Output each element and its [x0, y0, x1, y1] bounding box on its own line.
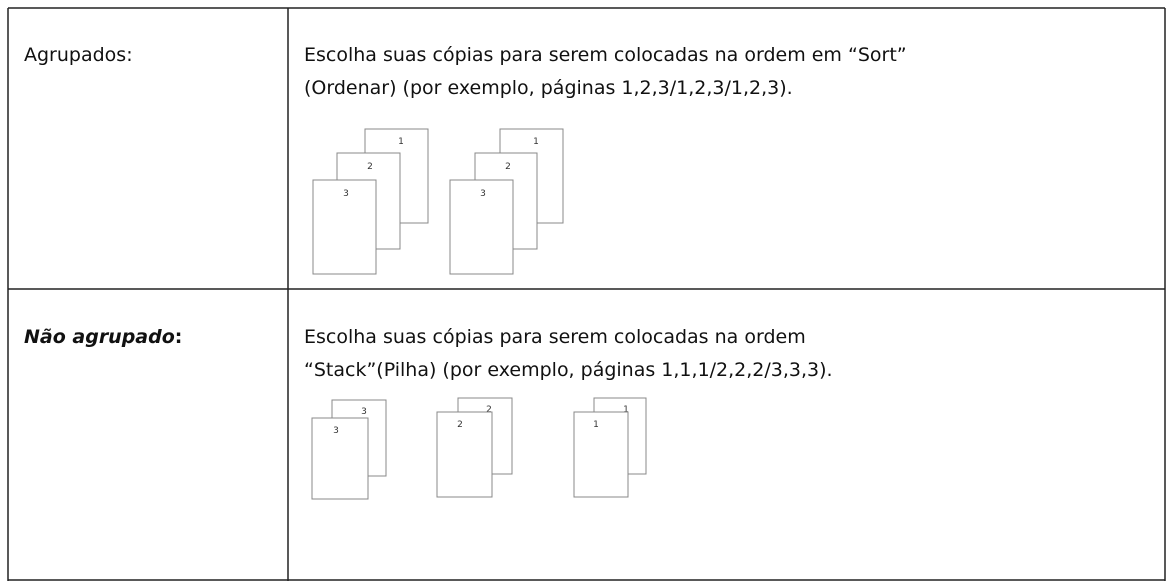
page-number: 2 [486, 405, 492, 415]
page-sheet [312, 179, 377, 275]
page-number: 3 [343, 189, 349, 199]
description-line: (Ordenar) (por exemplo, páginas 1,2,3/1,… [304, 77, 793, 99]
page-number: 3 [361, 407, 367, 417]
page-number: 1 [593, 420, 599, 430]
page-sheet [573, 411, 629, 498]
page-sheet [436, 411, 493, 498]
table-borders [7, 7, 1166, 581]
page-sheet [449, 179, 514, 275]
row-label: Não agrupado: [24, 325, 182, 349]
page-number: 3 [480, 189, 486, 199]
page-number: 1 [398, 137, 404, 147]
page-sheet [311, 417, 369, 500]
page-number: 2 [457, 420, 463, 430]
page-number: 1 [623, 405, 629, 415]
label-suffix: : [174, 326, 183, 348]
description-line: Escolha suas cópias para serem colocadas… [304, 44, 907, 66]
page-number: 1 [533, 137, 539, 147]
description-line: “Stack”(Pilha) (por exemplo, páginas 1,1… [304, 359, 833, 381]
label-text: Não agrupado [24, 326, 175, 348]
row-label: Agrupados: [24, 44, 133, 66]
page-number: 2 [505, 162, 511, 172]
description-line: Escolha suas cópias para serem colocadas… [304, 326, 806, 348]
page-number: 3 [333, 426, 339, 436]
page-number: 2 [367, 162, 373, 172]
